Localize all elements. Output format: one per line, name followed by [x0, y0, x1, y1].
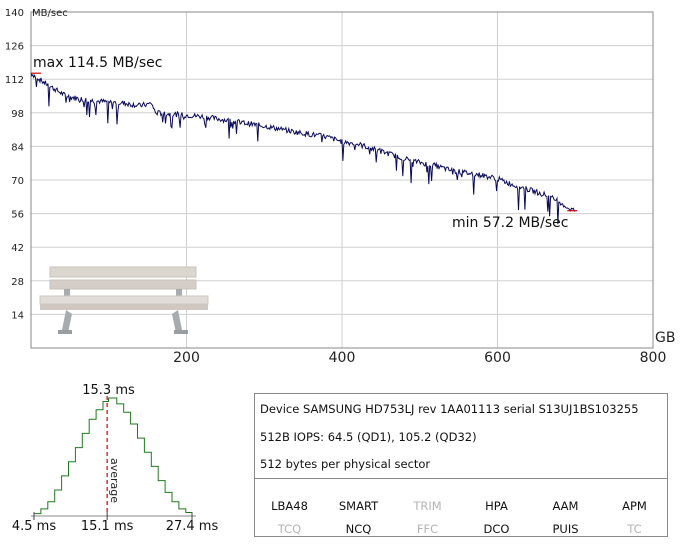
y-tick-label: 140 — [5, 8, 24, 19]
min-annotation: min 57.2 MB/sec — [452, 215, 568, 231]
feature-trim: TRIM — [413, 499, 442, 513]
x-tick-label: 800 — [640, 350, 667, 366]
feature-tc: TC — [627, 522, 642, 536]
access-x-tick-label: 15.1 ms — [81, 519, 134, 534]
access-time-chart: average 15.3 ms 4.5 ms 15.1 ms 27.4 ms — [12, 383, 219, 534]
feature-dco: DCO — [483, 522, 510, 536]
access-x-ticks: 4.5 ms 15.1 ms 27.4 ms — [12, 512, 219, 534]
y-tick-label: 112 — [5, 75, 24, 86]
sector-line: 512 bytes per physical sector — [260, 457, 431, 471]
access-x-tick-label: 27.4 ms — [166, 519, 219, 534]
feature-smart: SMART — [338, 499, 379, 513]
x-tick-label: 400 — [329, 350, 356, 366]
y-tick-label: 14 — [11, 310, 24, 321]
device-info-panel: Device SAMSUNG HD753LJ rev 1AA01113 seri… — [254, 393, 668, 537]
transfer-rate-series — [30, 73, 576, 225]
peak-label: 15.3 ms — [82, 383, 135, 398]
feature-tcq: TCQ — [277, 522, 302, 536]
y-tick-label: 126 — [5, 42, 24, 53]
plot-frame — [30, 11, 654, 349]
device-line: Device SAMSUNG HD753LJ rev 1AA01113 seri… — [260, 402, 639, 416]
feature-hpa: HPA — [485, 499, 508, 513]
x-axis-unit-label: GB — [655, 330, 675, 346]
y-tick-label: 70 — [11, 176, 24, 187]
feature-lba48: LBA48 — [271, 499, 308, 513]
y-tick-label: 28 — [11, 277, 24, 288]
feature-apm: APM — [622, 499, 647, 513]
access-x-tick-label: 4.5 ms — [12, 519, 56, 534]
transfer-rate-chart: 14 28 42 56 70 84 98 112 126 140 200 400 600 800 MB/… — [5, 8, 676, 366]
feature-ffc: FFC — [416, 522, 439, 536]
x-axis-ticks: 200 400 600 800 — [173, 350, 666, 366]
x-tick-label: 200 — [173, 350, 200, 366]
average-label: average — [108, 458, 121, 503]
bench-image — [39, 266, 209, 334]
y-tick-label: 84 — [11, 142, 24, 153]
x-tick-label: 600 — [484, 350, 511, 366]
feature-flags: LBA48 SMART TRIM HPA AAM APM TCQ NCQ FFC DCO PUIS T… — [255, 478, 667, 537]
iops-line: 512B IOPS: 64.5 (QD1), 105.2 (QD32) — [260, 430, 477, 444]
feature-aam: AAM — [552, 499, 579, 513]
y-tick-label: 42 — [11, 243, 24, 254]
y-tick-label: 56 — [11, 210, 24, 221]
y-axis-ticks: 14 28 42 56 70 84 98 112 126 140 — [5, 8, 24, 321]
access-time-curve — [33, 397, 193, 516]
y-axis-unit-label: MB/sec — [32, 8, 68, 19]
feature-ncq: NCQ — [345, 522, 372, 536]
max-annotation: max 114.5 MB/sec — [33, 55, 163, 71]
feature-puis: PUIS — [552, 522, 579, 536]
y-tick-label: 98 — [11, 109, 24, 120]
